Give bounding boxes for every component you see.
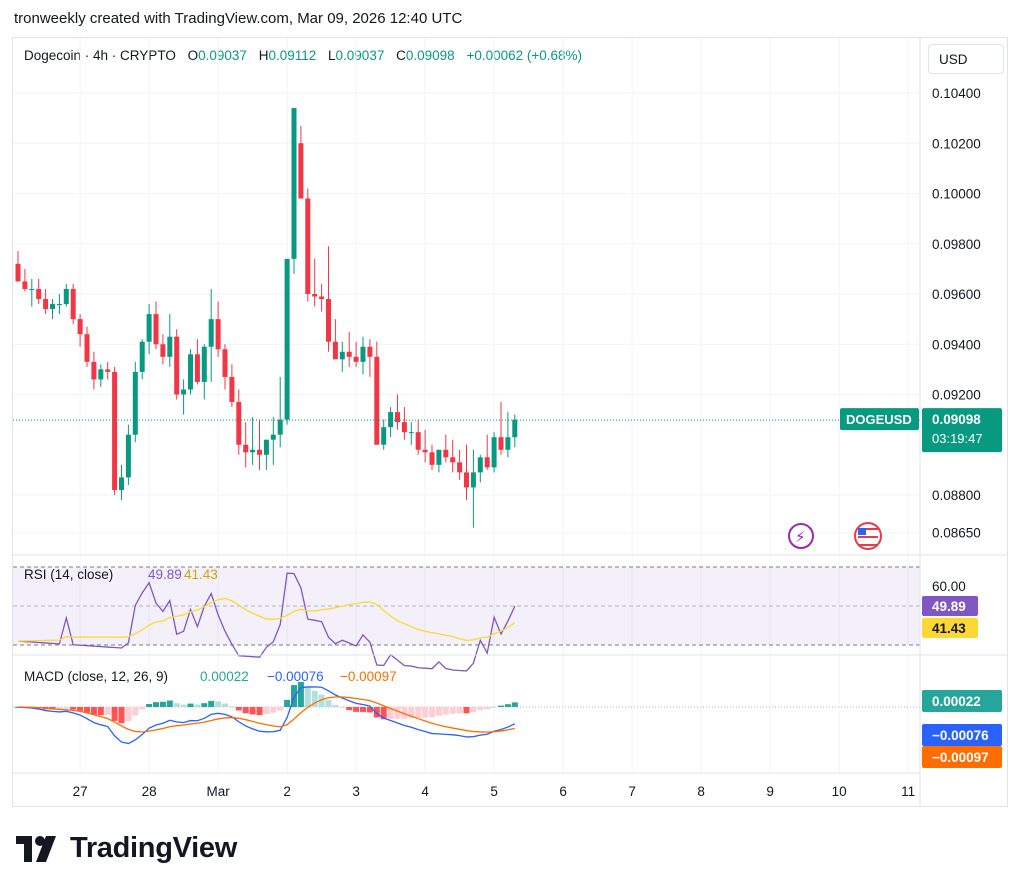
chart-frame: [12, 37, 1008, 807]
open-value: 0.09037: [198, 48, 247, 63]
close-value: 0.09098: [405, 48, 455, 63]
tradingview-logo[interactable]: TradingView: [16, 832, 237, 865]
price-legend: Dogecoin · 4h · CRYPTO O0.09037 H0.09112…: [24, 48, 582, 63]
low-key: L: [328, 48, 336, 63]
change-value: +0.00062 (+0.68%): [466, 48, 583, 63]
open-key: O: [187, 48, 199, 63]
low-value: 0.09037: [335, 48, 385, 63]
high-value: 0.09112: [268, 48, 317, 63]
symbol-label[interactable]: Dogecoin · 4h · CRYPTO: [24, 48, 176, 63]
high-key: H: [258, 48, 269, 63]
tradingview-logo-text: TradingView: [70, 832, 237, 864]
currency-button[interactable]: USD: [928, 44, 1004, 74]
close-key: C: [396, 48, 406, 63]
tradingview-logo-icon: [16, 835, 56, 862]
chart-credit: tronweekly created with TradingView.com,…: [14, 10, 463, 27]
